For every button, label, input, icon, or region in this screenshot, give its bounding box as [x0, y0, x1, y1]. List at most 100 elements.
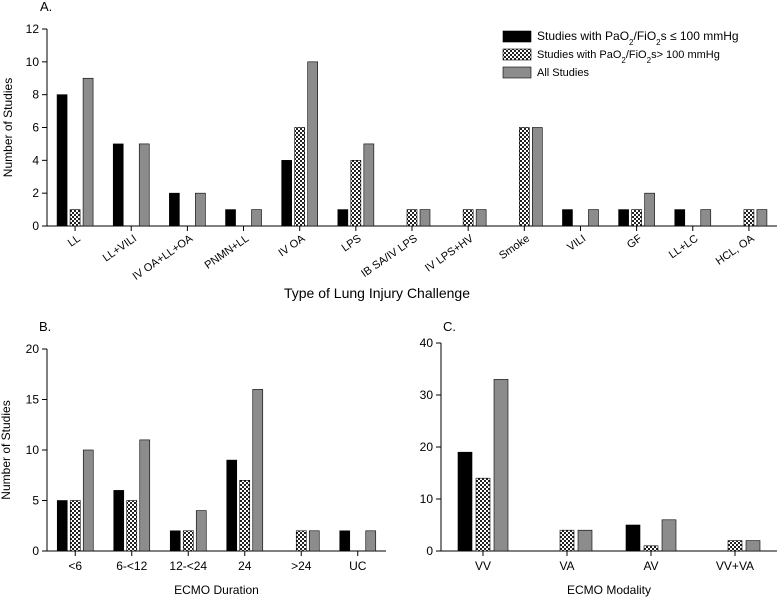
bar: [82, 77, 94, 227]
panel-c: 0 10 20 30 40 C. ECMO Modality VV VA AV VV+VA: [420, 319, 777, 597]
y-tick-label: 2: [32, 186, 39, 200]
x-tick-label: AV: [643, 559, 658, 573]
bar: [588, 209, 599, 227]
bar: [126, 500, 138, 552]
bar: [251, 209, 262, 227]
bar: [82, 449, 94, 552]
x-tick-label: IV OA+LL+OA: [131, 232, 196, 283]
bar: [225, 209, 236, 227]
y-tick-label: 20: [420, 440, 434, 454]
panel-b: 0 5 10 15 20 B. Number of Studies ECMO Duration…: [0, 319, 386, 597]
x-tick-label: VV+VA: [716, 559, 754, 573]
y-tick-label: 10: [420, 492, 434, 506]
bar: [226, 459, 238, 552]
bar: [674, 209, 686, 227]
x-tick-label: Smoke: [497, 233, 532, 262]
bar: [56, 500, 68, 552]
legend-swatch: [502, 48, 532, 61]
bar: [239, 479, 251, 552]
x-tick-label: UC: [349, 559, 367, 573]
bar: [745, 540, 761, 552]
x-tick-label: PNMN+LL: [203, 233, 252, 272]
bar: [457, 451, 473, 552]
bar: [195, 510, 207, 552]
bar: [493, 379, 509, 552]
bar: [337, 209, 349, 227]
y-tick-label: 0: [426, 544, 433, 558]
bar: [182, 530, 194, 552]
bar: [294, 127, 305, 227]
bar: [138, 143, 150, 227]
bar: [661, 519, 677, 552]
bar: [532, 127, 543, 227]
y-tick-label: 4: [32, 153, 39, 167]
x-axis-label: ECMO Modality: [567, 583, 651, 597]
bar: [69, 500, 81, 552]
bar: [69, 209, 81, 227]
bar: [350, 160, 362, 227]
bar: [625, 524, 641, 552]
x-tick-label: >24: [291, 559, 312, 573]
x-tick-label: 6-<12: [116, 559, 147, 573]
y-tick-label: 12: [26, 22, 40, 36]
y-tick-label: 30: [420, 388, 434, 402]
y-tick-label: 10: [26, 443, 40, 457]
y-tick-label: 5: [32, 494, 39, 508]
bar: [281, 160, 292, 227]
bar: [577, 529, 593, 552]
x-tick-label: VV: [475, 559, 491, 573]
bar: [139, 439, 151, 552]
x-tick-label: HCL, OA: [714, 232, 757, 267]
y-tick-label: 0: [32, 219, 39, 233]
bar: [363, 143, 375, 227]
bar: [419, 209, 431, 227]
x-axis-label: ECMO Duration: [174, 583, 259, 597]
legend-swatch: [502, 66, 532, 79]
legend-entry: All Studies: [537, 67, 589, 79]
x-tick-label: <6: [68, 559, 82, 573]
bar: [169, 530, 181, 552]
legend-entry: Studies with PaO2/FiO2s> 100 mmHg: [537, 49, 720, 65]
y-tick-label: 6: [32, 121, 39, 135]
bar: [365, 530, 377, 552]
x-tick-label: LL+VILI: [101, 233, 139, 265]
bar: [295, 530, 307, 552]
x-tick-label: IV LPS+HV: [423, 232, 476, 274]
bar: [559, 529, 575, 552]
bar: [252, 389, 264, 552]
bar: [169, 192, 180, 227]
bar: [56, 94, 68, 227]
bar: [562, 209, 573, 227]
x-tick-label: IB SA/IV LPS: [359, 233, 419, 280]
bar: [519, 127, 530, 227]
bar: [618, 209, 629, 227]
bar: [308, 530, 320, 552]
bar: [462, 209, 474, 227]
y-tick-label: 20: [26, 342, 40, 356]
x-axis-label: Type of Lung Injury Challenge: [284, 285, 470, 301]
bar: [700, 209, 712, 227]
bar: [743, 209, 755, 227]
bar: [644, 192, 655, 227]
bar: [727, 540, 743, 552]
legend-swatch: [502, 30, 532, 43]
bar: [756, 209, 768, 227]
panel-label: B.: [39, 319, 51, 334]
x-tick-label: VILI: [565, 233, 588, 254]
bar: [406, 209, 418, 227]
bar: [113, 490, 125, 552]
y-tick-label: 10: [26, 55, 40, 69]
bar: [631, 209, 642, 227]
bar: [475, 209, 487, 227]
x-tick-label: 24: [238, 559, 252, 573]
x-tick-label: 12-<24: [169, 559, 207, 573]
panel-label: C.: [443, 319, 456, 334]
x-tick-label: VA: [559, 559, 574, 573]
bar: [475, 477, 491, 552]
x-tick-label: GF: [625, 232, 645, 251]
x-tick-label: LL+LC: [667, 233, 701, 262]
x-tick-label: LPS: [340, 233, 364, 255]
x-tick-label: IV OA: [276, 232, 307, 259]
